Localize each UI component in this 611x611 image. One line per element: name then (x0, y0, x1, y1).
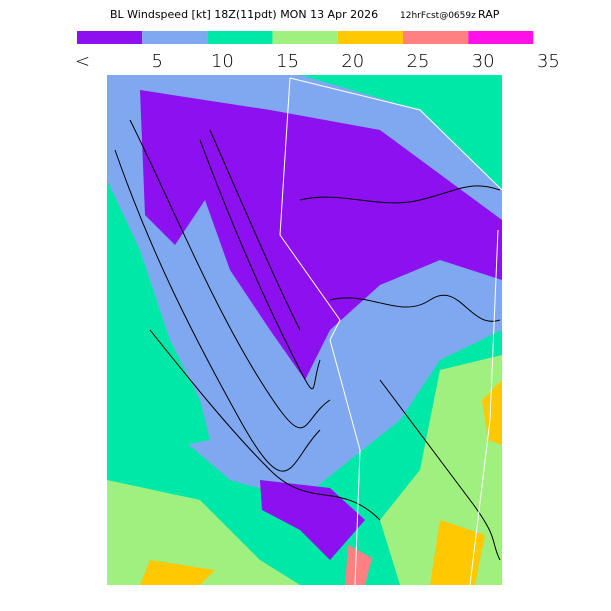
contour (329, 294, 501, 322)
state-boundary (329, 339, 361, 586)
state-boundary (279, 77, 341, 341)
title: BL Windspeed [kt] 18Z(11pdt) MON 13 Apr … (110, 8, 378, 21)
state-boundary (289, 77, 503, 191)
legend-label: 10 (211, 51, 234, 72)
forecast: 12hrFcst@0659z (400, 11, 476, 21)
map-field (140, 560, 215, 585)
legend-label: 30 (472, 51, 495, 72)
state-boundary (469, 229, 499, 586)
contour (209, 129, 301, 331)
color-legend: <5 10 15 20 25 30 35 (75, 31, 560, 72)
contour (129, 119, 331, 429)
map-field (260, 480, 365, 560)
map-field (482, 380, 502, 445)
legend-swatch (142, 31, 208, 44)
legend-label: 5 (151, 51, 162, 72)
legend-label: 15 (276, 51, 299, 72)
contour (114, 149, 321, 472)
model: RAP (478, 8, 500, 21)
legend-swatch (468, 31, 534, 44)
legend-swatch (403, 31, 469, 44)
map-field (380, 355, 502, 585)
contour (299, 185, 501, 204)
contour (199, 139, 321, 390)
legend-label: 25 (407, 51, 430, 72)
contour (149, 329, 381, 521)
legend-label: 35 (537, 51, 560, 72)
map-field (107, 480, 300, 585)
legend-label: < (75, 51, 90, 72)
legend-label: 20 (341, 51, 364, 72)
map-field (140, 90, 502, 380)
legend-swatch (207, 31, 273, 44)
map-field (430, 520, 485, 585)
legend-swatch (77, 31, 143, 44)
contour (379, 379, 501, 561)
map-field (107, 180, 210, 460)
map-field (345, 545, 372, 585)
legend-swatch (272, 31, 338, 44)
map (107, 75, 503, 586)
legend-swatch (337, 31, 403, 44)
